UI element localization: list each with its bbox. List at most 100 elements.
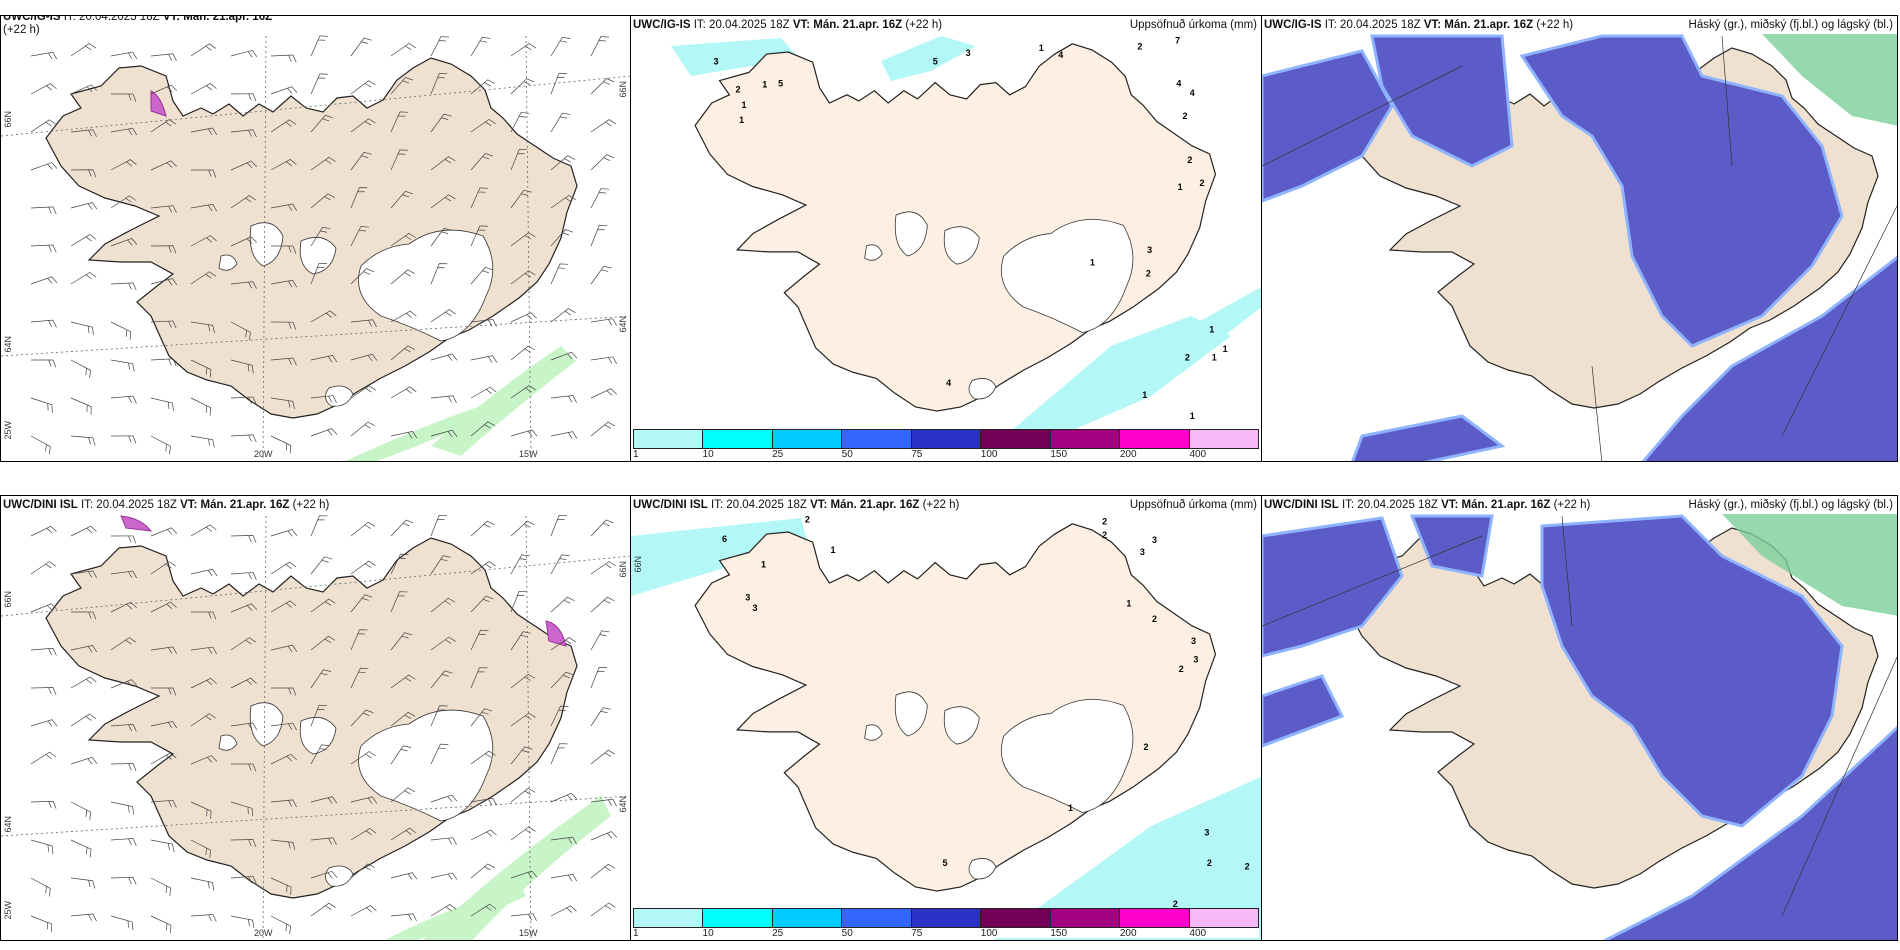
wind-barb [310,796,338,804]
wind-barb [470,319,497,327]
wind-barb [270,203,298,212]
wind-barb [190,127,218,136]
wind-barb [430,353,458,361]
wind-barb [230,535,257,543]
wind-barb [590,831,618,841]
wind-barb [230,722,258,731]
wind-barb [550,671,574,689]
wind-barb [110,763,137,771]
wind-barb [270,54,297,63]
colorbar-swatch [911,430,982,448]
wind-barb [430,395,457,404]
colorbar-swatch [1050,430,1121,448]
wind-barb [110,93,137,102]
wind-barb [230,637,256,651]
lat-label-64n-right: 64N [618,796,628,813]
lon-label-25w: 25W [3,901,13,920]
wind-barb [430,194,456,209]
precip-value-label: 3 [753,603,758,613]
wind-barb [110,915,134,930]
colorbar-label: 10 [702,449,714,460]
wind-barb [190,677,217,689]
wind-barb [590,561,616,575]
wind-barb [470,79,495,95]
wind-barb [510,345,536,361]
lat-label-66n: 66N [3,591,13,608]
wind-barb [70,756,98,765]
wind-barb [390,632,413,651]
wind-barb [390,553,409,575]
colorbar-label: 200 [1119,928,1137,939]
wind-barb [430,515,448,537]
wind-barb [310,428,338,437]
precip-value-label: 1 [1212,352,1217,362]
wind-barb [110,321,132,340]
wind-barb [470,903,497,917]
wind-barb [510,232,536,247]
colorbar-swatch [1120,430,1190,448]
wind-barb [550,263,569,285]
wind-barb [190,801,212,820]
wind-barb [190,755,218,765]
wind-barb [270,687,297,696]
wind-barb [150,435,171,455]
wind-barb [110,637,136,651]
colorbar-label: 75 [911,928,923,939]
wind-barb [190,271,217,285]
wind-barb [390,111,408,133]
precip-value-label: 5 [933,56,938,66]
precip-value-label: 2 [1179,664,1184,674]
lat-label-66n: 66N [3,111,13,128]
wind-barb [510,631,532,651]
wind-barb [430,837,457,845]
wind-barb [590,188,610,209]
wind-barb [510,189,532,209]
wind-barb [310,744,330,765]
wind-barb [110,801,135,815]
wind-barb [110,679,138,689]
wind-barb [270,529,298,537]
colorbar-label: 400 [1189,449,1207,460]
wind-barb [430,555,452,575]
wind-barb [310,902,336,917]
precip-value-label: 1 [1090,257,1095,267]
wind-barb [390,345,416,361]
wind-barb [270,321,297,330]
wind-barb [390,674,416,689]
panel-cloud-top-right: UWC/IG-IS IT: 20.04.2025 18Z VT: Mán. 21… [1261,15,1898,462]
wind-barb [590,36,610,57]
wind-barb [110,159,137,171]
wind-barb [150,245,177,254]
wind-barb [230,839,257,848]
wind-barb [390,386,417,399]
wind-barb [470,187,488,209]
wind-barb [590,596,615,613]
wind-barb [470,750,496,765]
cloud-map [1262,514,1897,940]
wind-barb [70,202,98,210]
colorbar-label: 25 [772,449,784,460]
panel-wind-top-left: UWC/IG-IS IT: 20.04.2025 18Z VT: Mán. 21… [0,15,631,462]
wind-barb [470,829,497,841]
wind-barb [270,245,297,254]
wind-barb [350,629,368,651]
lon-label-15w: 15W [519,449,538,459]
precip-value-label: 1 [830,545,835,555]
wind-barb [150,527,178,537]
wind-barb [70,525,97,537]
colorbar-swatch [981,909,1051,927]
colorbar-swatch [1120,909,1190,927]
wind-barb [390,310,417,323]
wind-barb [150,601,177,613]
wind-barb [430,263,448,285]
colorbar-label: 10 [702,928,714,939]
wind-barb [110,127,138,136]
wind-barb [30,206,57,215]
colorbar-swatch [911,909,982,927]
wind-barb [390,745,412,765]
wind-barb [550,836,577,845]
wind-barb [110,395,137,404]
wind-barb [30,51,58,60]
precip-value-label: 3 [1193,654,1198,664]
wind-barb [110,282,137,291]
